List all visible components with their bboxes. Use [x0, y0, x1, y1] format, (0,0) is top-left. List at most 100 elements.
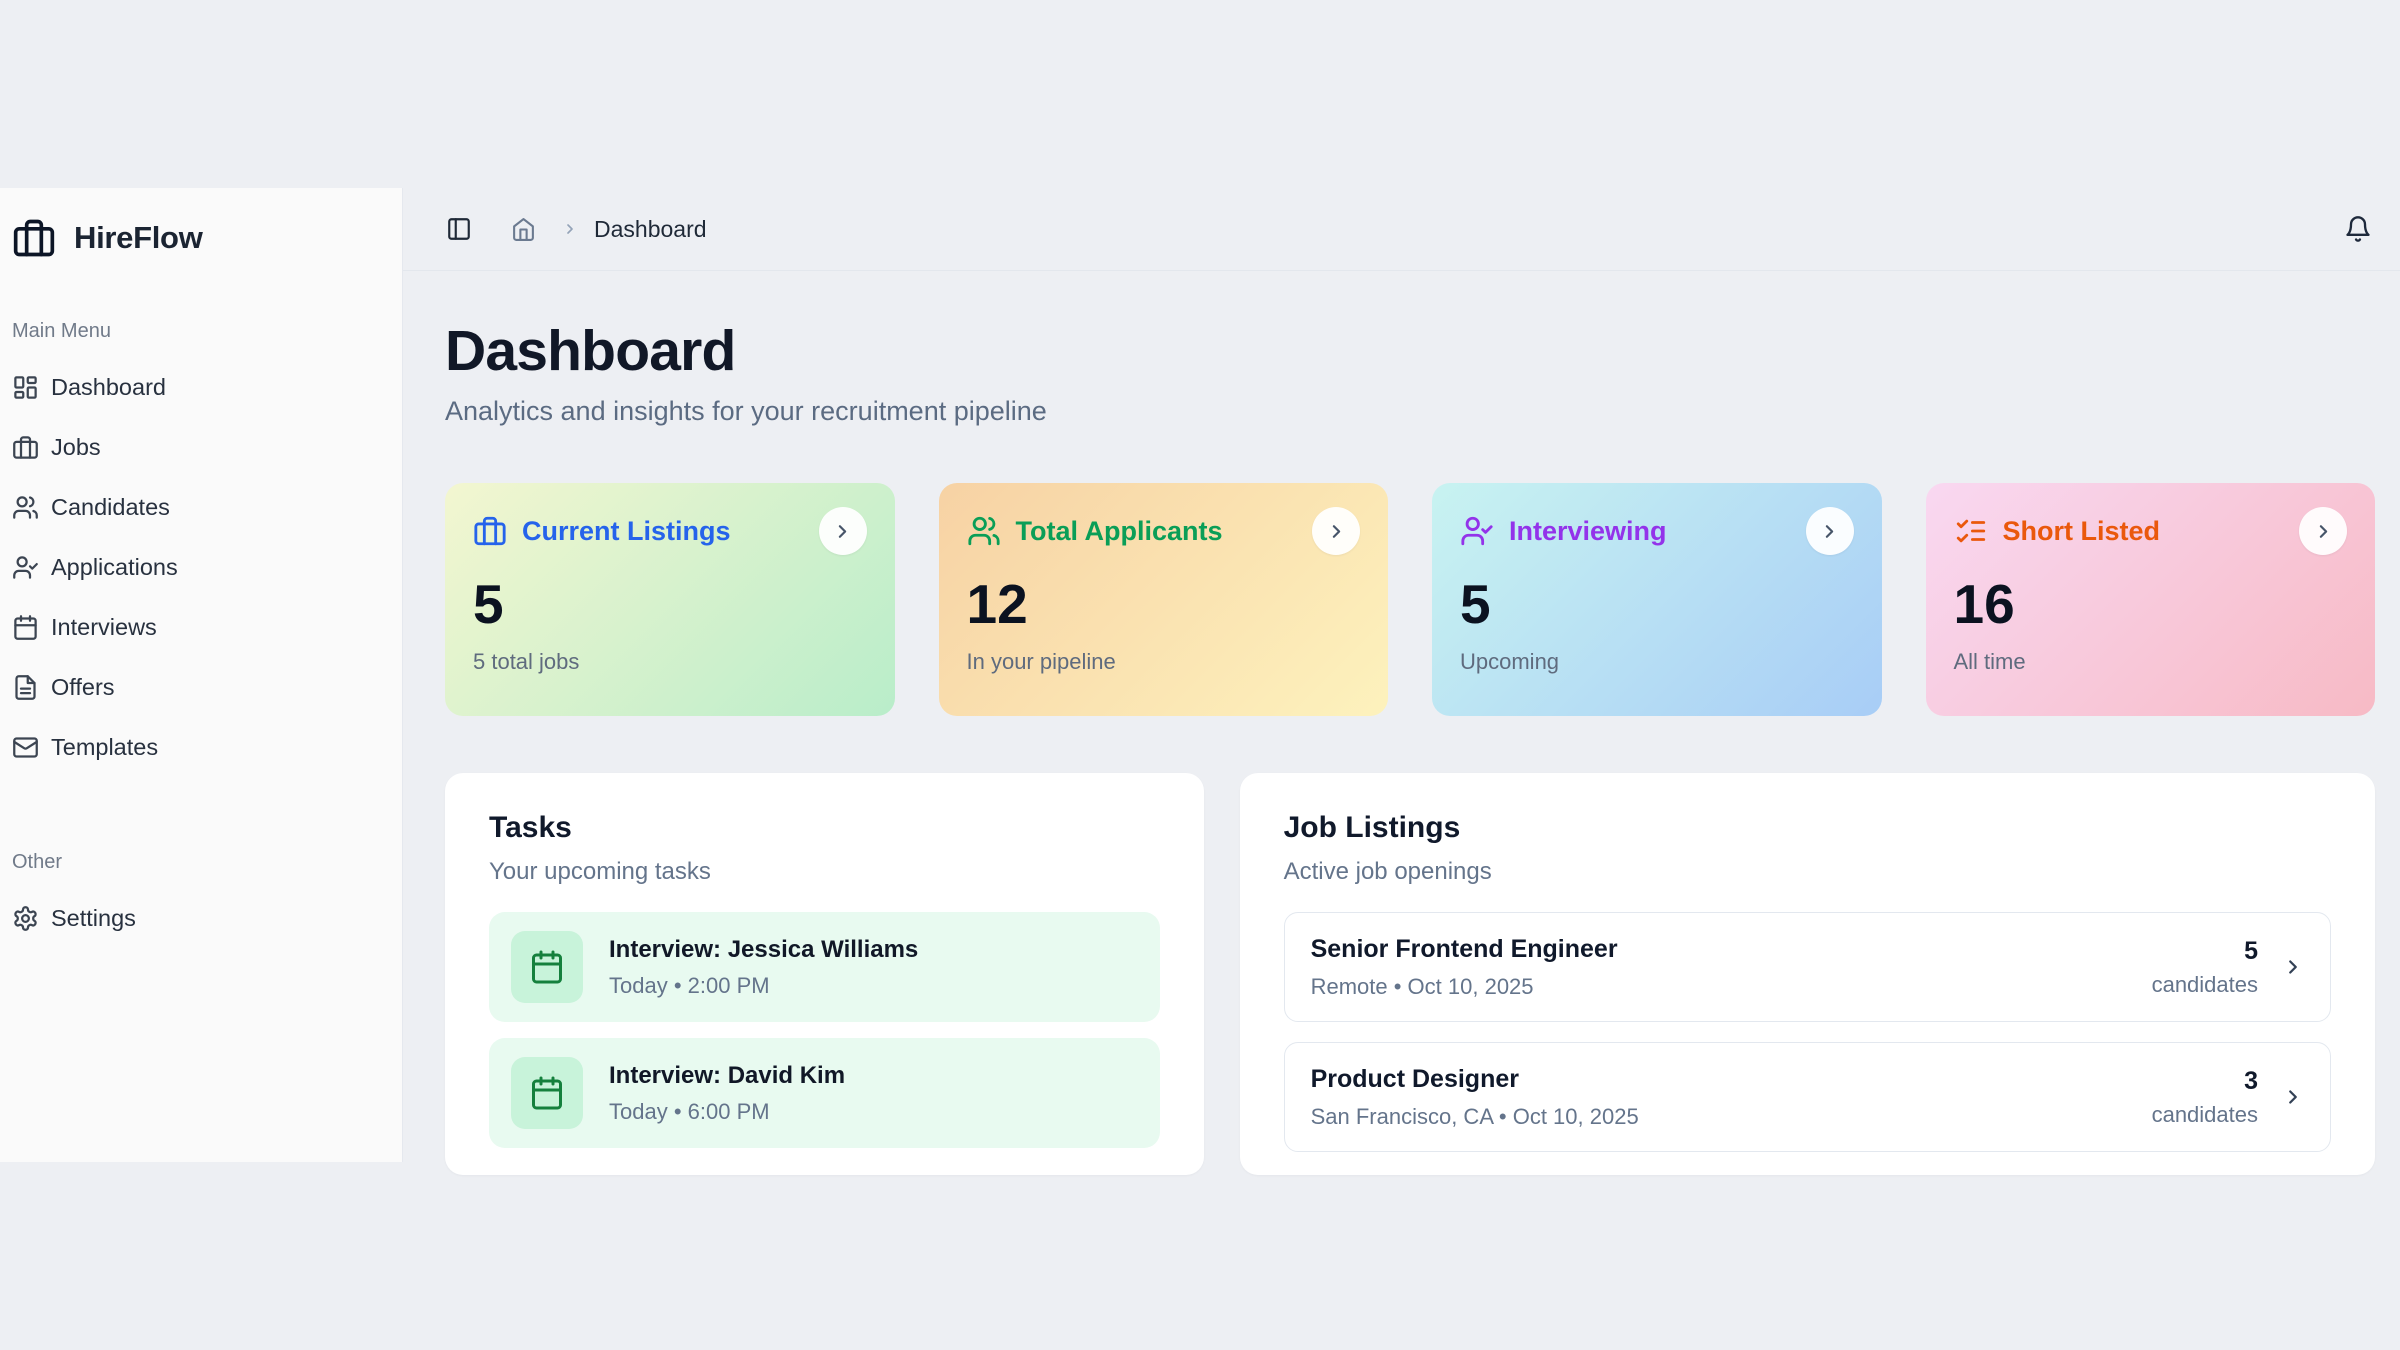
stat-card-subtext: All time	[1953, 649, 2026, 674]
tasks-title: Tasks	[489, 811, 572, 844]
job-meta: Remote • Oct 10, 2025	[1310, 973, 1534, 999]
sidebar-item-label: Candidates	[51, 493, 170, 520]
stat-card-header: Total Applicants	[967, 507, 1360, 555]
user-check-icon	[1461, 516, 1493, 546]
job-text: Product Designer San Francisco, CA • Oct…	[1311, 1065, 2152, 1130]
list-checks-icon	[1956, 519, 1985, 543]
stat-card-label: Current Listings	[522, 515, 731, 546]
home-icon[interactable]	[511, 217, 536, 242]
job-meta: San Francisco, CA • Oct 10, 2025	[1310, 1103, 1639, 1129]
stat-card-value: 5	[473, 573, 504, 635]
sidebar-item-offers[interactable]: Offers	[10, 657, 390, 717]
breadcrumb[interactable]: Dashboard	[594, 215, 707, 242]
stat-card-value: 12	[966, 573, 1028, 635]
task-text: Interview: Jessica Williams Today • 2:00…	[609, 936, 918, 999]
main-area: Dashboard Dashboard Analytics and insigh…	[403, 188, 2400, 1175]
sidebar-item-label: Applications	[51, 553, 178, 580]
task-item-jessica-williams[interactable]: Interview: Jessica Williams Today • 2:00…	[489, 912, 1160, 1022]
tasks-card: Tasks Your upcoming tasks Interview: Jes…	[445, 773, 1204, 1175]
task-time: Today • 6:00 PM	[609, 1098, 770, 1124]
app-window: HireFlow Main Menu Dashboard Jobs Candid…	[0, 188, 2400, 1175]
task-item-david-kim[interactable]: Interview: David Kim Today • 6:00 PM	[489, 1038, 1160, 1148]
job-title: Senior Frontend Engineer	[1310, 934, 1618, 963]
stat-card-label-group: Current Listings	[473, 514, 731, 548]
sidebar-item-interviews[interactable]: Interviews	[10, 597, 390, 657]
stat-card-label-group: Total Applicants	[967, 514, 1223, 548]
sidebar-item-jobs[interactable]: Jobs	[10, 417, 390, 477]
file-text-icon	[12, 674, 39, 701]
job-listings-title: Job Listings	[1283, 811, 1461, 844]
topbar: Dashboard	[403, 188, 2400, 271]
sidebar-item-candidates[interactable]: Candidates	[10, 477, 390, 537]
brand: HireFlow	[10, 208, 390, 260]
job-count-number: 3	[2244, 1066, 2258, 1095]
stat-card-header: Interviewing	[1460, 507, 1854, 555]
briefcase-icon	[474, 516, 506, 546]
task-title: Interview: Jessica Williams	[609, 935, 919, 963]
sidebar: HireFlow Main Menu Dashboard Jobs Candid…	[0, 188, 403, 1162]
job-item-product-designer[interactable]: Product Designer San Francisco, CA • Oct…	[1283, 1042, 2331, 1152]
stat-card-label: Interviewing	[1509, 515, 1667, 546]
chevron-right-icon	[2282, 956, 2304, 978]
briefcase-icon	[12, 434, 39, 461]
stats-grid: Current Listings 5 5 total jobs Total Ap…	[445, 483, 2375, 716]
dashboard-icon	[12, 374, 39, 401]
stat-card-header: Short Listed	[1954, 507, 2347, 555]
stat-card-header: Current Listings	[473, 507, 867, 555]
users-icon	[12, 494, 39, 521]
stat-card-label-group: Interviewing	[1460, 514, 1667, 548]
sidebar-item-templates[interactable]: Templates	[10, 717, 390, 777]
chevron-right-icon	[2282, 1086, 2304, 1108]
job-title: Product Designer	[1310, 1064, 1519, 1093]
chevron-right-icon	[1332, 524, 1340, 538]
job-count-label: candidates	[2151, 1101, 2258, 1127]
mail-icon	[12, 734, 39, 761]
stat-card-label: Short Listed	[2002, 515, 2161, 546]
sidebar-item-label: Offers	[51, 673, 115, 700]
sidebar-item-applications[interactable]: Applications	[10, 537, 390, 597]
job-listings-subtitle: Active job openings	[1283, 858, 1492, 885]
sidebar-section-label-other: Other	[12, 851, 63, 873]
stat-card-label-group: Short Listed	[1954, 514, 2161, 548]
page-subtitle: Analytics and insights for your recruitm…	[445, 396, 1047, 426]
page-content: Dashboard Analytics and insights for you…	[403, 271, 2400, 1175]
sidebar-item-label: Settings	[51, 904, 136, 931]
tasks-subtitle: Your upcoming tasks	[489, 858, 711, 885]
job-count-number: 5	[2244, 936, 2258, 965]
chevron-right-icon	[1825, 524, 1834, 538]
stat-card-open-button[interactable]	[2299, 507, 2347, 555]
sidebar-item-dashboard[interactable]: Dashboard	[10, 357, 390, 417]
calendar-icon	[511, 1057, 583, 1129]
task-text: Interview: David Kim Today • 6:00 PM	[609, 1062, 845, 1125]
stat-card-interviewing: Interviewing 5 Upcoming	[1432, 483, 1882, 716]
stat-card-total-applicants: Total Applicants 12 In your pipeline	[938, 483, 1388, 716]
user-check-icon	[12, 554, 39, 581]
sidebar-item-label: Dashboard	[51, 373, 166, 400]
chevron-right-icon	[2319, 524, 2327, 538]
task-list: Interview: Jessica Williams Today • 2:00…	[489, 912, 1160, 1148]
job-count-label: candidates	[2151, 971, 2258, 997]
brand-name: HireFlow	[74, 220, 203, 255]
sidebar-item-settings[interactable]: Settings	[10, 888, 390, 948]
stat-card-open-button[interactable]	[1312, 507, 1360, 555]
stat-card-open-button[interactable]	[1805, 507, 1854, 555]
job-text: Senior Frontend Engineer Remote • Oct 10…	[1311, 935, 2152, 1000]
job-item-senior-frontend-engineer[interactable]: Senior Frontend Engineer Remote • Oct 10…	[1283, 912, 2331, 1022]
sidebar-section-label-main-menu: Main Menu	[12, 320, 111, 342]
panel-toggle-icon[interactable]	[446, 216, 472, 242]
stat-card-value: 5	[1460, 573, 1491, 635]
chevron-right-icon	[562, 221, 578, 237]
users-icon	[967, 516, 1000, 546]
job-candidate-count: 3 candidates	[2152, 1067, 2258, 1128]
sidebar-nav-main: Dashboard Jobs Candidates Applications I…	[10, 357, 390, 777]
stat-card-subtext: Upcoming	[1460, 649, 1560, 674]
calendar-icon	[12, 614, 39, 641]
task-time: Today • 2:00 PM	[609, 972, 770, 998]
sidebar-item-label: Jobs	[51, 433, 101, 460]
briefcase-logo-icon	[12, 216, 56, 260]
bell-icon[interactable]	[2344, 215, 2372, 243]
calendar-icon	[511, 931, 583, 1003]
page-title: Dashboard	[445, 319, 736, 383]
stat-card-open-button[interactable]	[818, 507, 867, 555]
